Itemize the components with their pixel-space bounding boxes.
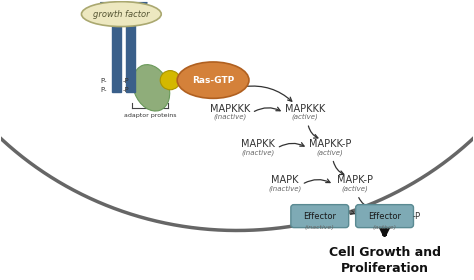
FancyBboxPatch shape xyxy=(356,205,413,228)
Ellipse shape xyxy=(82,2,161,27)
Circle shape xyxy=(160,71,180,90)
Text: (active): (active) xyxy=(373,225,397,230)
Polygon shape xyxy=(122,3,147,16)
Text: MAPK-P: MAPK-P xyxy=(337,176,373,185)
Text: (inactive): (inactive) xyxy=(213,114,246,120)
Text: MAPK: MAPK xyxy=(271,176,299,185)
Text: Ras-GTP: Ras-GTP xyxy=(192,76,234,85)
Text: -P: -P xyxy=(122,78,129,84)
Ellipse shape xyxy=(177,62,249,98)
Text: -P: -P xyxy=(412,212,420,221)
Text: Cell Growth and
Proliferation: Cell Growth and Proliferation xyxy=(328,246,440,275)
Text: -P: -P xyxy=(122,87,129,93)
Text: (active): (active) xyxy=(316,149,343,156)
Text: P-: P- xyxy=(100,78,106,84)
Text: growth factor: growth factor xyxy=(93,10,150,18)
FancyBboxPatch shape xyxy=(127,8,135,92)
Text: (active): (active) xyxy=(341,185,368,192)
Text: Effector: Effector xyxy=(368,212,401,221)
Text: Effector: Effector xyxy=(303,212,336,221)
Text: P-: P- xyxy=(100,87,106,93)
Ellipse shape xyxy=(133,65,170,111)
Text: MAPKKK: MAPKKK xyxy=(285,104,325,114)
Text: (inactive): (inactive) xyxy=(305,225,335,230)
FancyBboxPatch shape xyxy=(112,8,121,92)
Text: MAPKK-P: MAPKK-P xyxy=(309,139,351,149)
Text: (active): (active) xyxy=(292,114,318,120)
Text: MAPKK: MAPKK xyxy=(241,139,275,149)
Polygon shape xyxy=(100,3,125,16)
FancyBboxPatch shape xyxy=(291,205,349,228)
Text: MAPKKK: MAPKKK xyxy=(210,104,250,114)
Text: (inactive): (inactive) xyxy=(241,149,274,156)
Text: adaptor proteins: adaptor proteins xyxy=(124,113,176,118)
Text: (inactive): (inactive) xyxy=(268,185,301,192)
